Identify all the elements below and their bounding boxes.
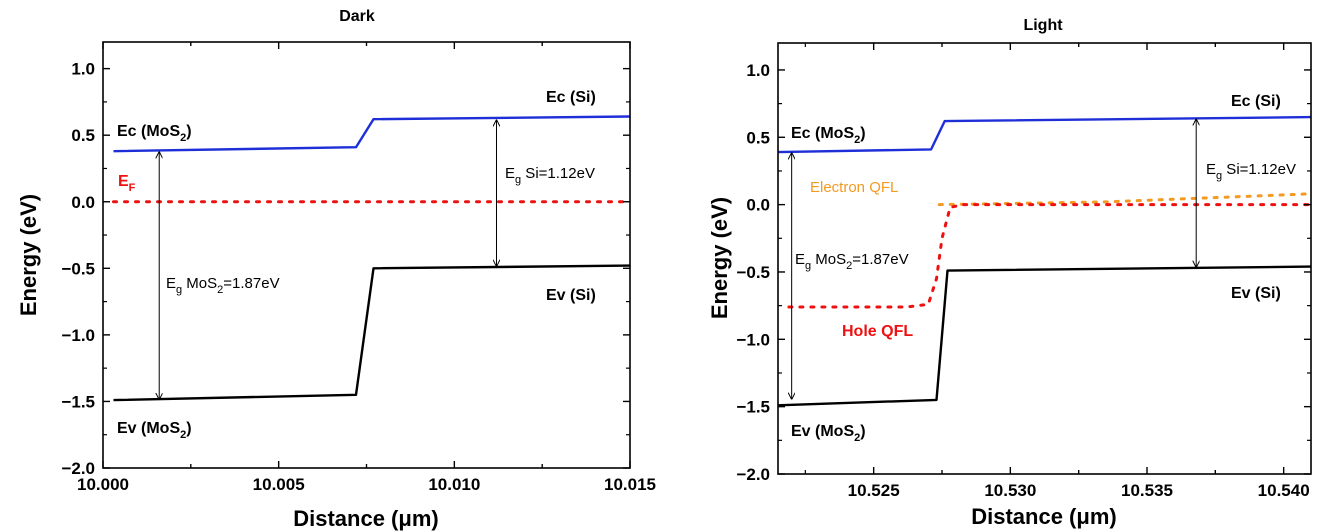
dark-y-tick-label: −0.5 — [61, 259, 95, 278]
dark-chart-title: Dark — [339, 8, 375, 25]
dark-chart: Dark −2.0 −1.5 −1.0 −0.5 0.0 0.5 1.0 10.000 10.0… — [16, 8, 656, 531]
light-eg-si-label: Eg Si=1.12eV — [1206, 161, 1296, 182]
light-chart-title: Light — [1023, 17, 1063, 34]
dark-y-tick-label: −2.0 — [61, 459, 95, 478]
dark-x-tick-label: 10.015 — [604, 475, 656, 494]
dark-eg-mos2-label: Eg MoS2=1.87eV — [166, 275, 280, 296]
light-y-tick-label: −1.0 — [736, 330, 770, 349]
dark-fermi-label: EF — [118, 173, 136, 194]
light-y-tick-label: −2.0 — [736, 465, 770, 484]
dark-y-tick-label: 1.0 — [71, 60, 95, 79]
light-series-hole_qfl — [787, 203, 1313, 309]
light-ev-mos2-label: Ev (MoS2) — [791, 423, 866, 444]
light-plot-area — [777, 115, 1313, 407]
light-y-axis-label: Energy (eV) — [707, 197, 732, 319]
light-plot-frame — [777, 42, 1312, 475]
light-y-tick-label: −0.5 — [736, 263, 770, 282]
light-x-tick-label: 10.535 — [1121, 481, 1173, 500]
dark-axis-ticks: −2.0 −1.5 −1.0 −0.5 0.0 0.5 1.0 10.000 10.005 10.… — [61, 42, 656, 494]
dark-ec-si-label: Ec (Si) — [546, 89, 596, 106]
dark-y-tick-label: −1.5 — [61, 392, 95, 411]
dark-eg-si-label: Eg Si=1.12eV — [505, 165, 595, 186]
dark-series-ev — [113, 264, 631, 402]
dark-ec-mos2-label: Ec (MoS2) — [117, 123, 192, 144]
dark-ev-mos2-label: Ev (MoS2) — [117, 420, 192, 441]
light-series-electron_qfl — [937, 192, 1313, 207]
light-y-tick-label: 0.5 — [746, 128, 770, 147]
dark-y-tick-label: 0.0 — [71, 193, 95, 212]
light-ec-si-label: Ec (Si) — [1231, 93, 1281, 110]
dark-x-tick-label: 10.005 — [253, 475, 305, 494]
light-y-tick-label: 0.0 — [746, 196, 770, 215]
dark-series-ec — [113, 115, 631, 153]
dark-x-tick-label: 10.010 — [428, 475, 480, 494]
light-series-ev — [777, 265, 1312, 407]
light-axis-ticks: −2.0 −1.5 −1.0 −0.5 0.0 0.5 1.0 10.525 10.530 10.… — [736, 43, 1311, 500]
dark-x-tick-label: 10.000 — [77, 475, 129, 494]
light-series-ec — [777, 115, 1312, 154]
light-ec-mos2-label: Ec (MoS2) — [791, 125, 866, 146]
light-hole-qfl-label: Hole QFL — [842, 323, 913, 340]
dark-y-tick-label: 0.5 — [71, 126, 95, 145]
dark-plot-area — [112, 115, 632, 402]
light-x-tick-label: 10.540 — [1258, 481, 1310, 500]
light-y-tick-label: −1.5 — [736, 398, 770, 417]
dark-ev-si-label: Ev (Si) — [546, 287, 596, 304]
light-x-axis-label: Distance (μm) — [971, 504, 1117, 529]
dark-x-axis-label: Distance (μm) — [293, 506, 439, 531]
light-x-tick-label: 10.530 — [984, 481, 1036, 500]
light-x-tick-label: 10.525 — [848, 481, 900, 500]
dark-y-tick-label: −1.0 — [61, 326, 95, 345]
light-ev-si-label: Ev (Si) — [1231, 285, 1281, 302]
light-chart: Light −2.0 −1.5 −1.0 −0.5 0.0 0.5 1.0 10.525 10.… — [707, 17, 1313, 529]
light-electron-qfl-label: Electron QFL — [810, 179, 898, 196]
dark-y-axis-label: Energy (eV) — [16, 194, 41, 316]
light-eg-mos2-label: Eg MoS2=1.87eV — [795, 251, 909, 272]
light-y-tick-label: 1.0 — [746, 61, 770, 80]
